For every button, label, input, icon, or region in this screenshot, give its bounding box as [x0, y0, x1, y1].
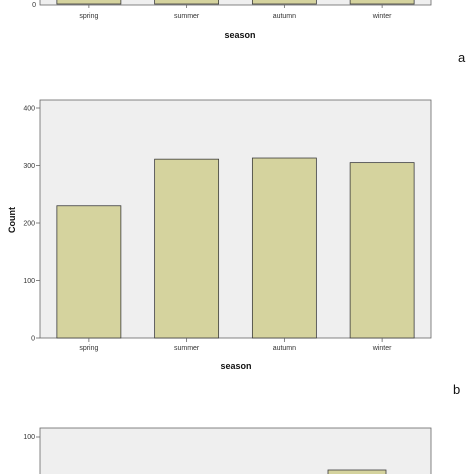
y-axis-title-b: Count	[7, 207, 17, 233]
y-tick-label-c-100: 100	[23, 434, 35, 441]
x-axis-title-b: season	[220, 361, 251, 371]
bar-b-autumn	[251, 157, 317, 339]
bar-c-partial	[327, 469, 387, 474]
y-tick-label-b-400: 400	[23, 106, 35, 113]
plot-area-a	[39, 0, 432, 6]
panel-letter-a: a	[458, 50, 466, 65]
bar-b-spring	[56, 205, 122, 339]
bar-a-spring	[56, 0, 122, 5]
y-tick-label-b-100: 100	[23, 278, 35, 285]
x-tick-label-a-spring: spring	[79, 13, 98, 20]
y-tick-label-b-0: 0	[31, 336, 35, 343]
bar-a-autumn	[251, 0, 317, 5]
x-tick-label-a-winter: winter	[372, 13, 392, 20]
bar-b-winter	[349, 162, 415, 339]
x-tick-label-b-spring: spring	[79, 345, 98, 352]
y-tick-label-a-0: 0	[32, 2, 36, 9]
plot-area-c	[39, 427, 432, 474]
bar-a-winter	[349, 0, 415, 5]
panel-letter-b: b	[453, 382, 460, 397]
y-tick-label-b-300: 300	[23, 163, 35, 170]
panel-a-chart: 0 spring summer autumn winter season a	[32, 0, 466, 65]
x-axis-title-a: season	[224, 30, 255, 40]
x-tick-label-b-summer: summer	[174, 345, 200, 352]
y-tick-label-b-200: 200	[23, 221, 35, 228]
panel-b-chart: 0 100 200 300 400 spring summer autumn winter C…	[7, 99, 460, 397]
bar-a-summer	[154, 0, 220, 5]
x-tick-label-a-autumn: autumn	[273, 13, 296, 20]
x-tick-label-b-winter: winter	[372, 345, 392, 352]
x-tick-label-a-summer: summer	[174, 13, 200, 20]
panel-c-chart: 100	[23, 427, 432, 474]
x-tick-label-b-autumn: autumn	[273, 345, 296, 352]
bar-b-summer	[154, 158, 220, 339]
